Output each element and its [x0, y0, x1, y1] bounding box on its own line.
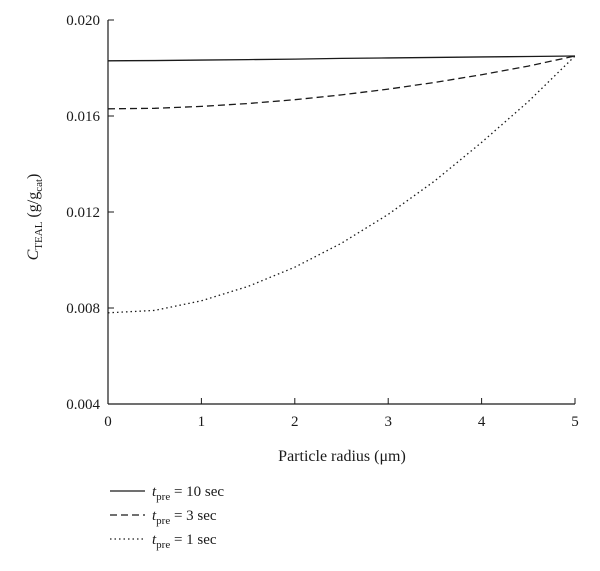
x-axis-label: Particle radius (μm) — [278, 448, 406, 465]
y-tick-label: 0.016 — [66, 109, 100, 125]
series-line-solid — [107, 55, 576, 62]
legend: tpre = 10 sec tpre = 3 sec tpre = 1 sec — [110, 484, 224, 551]
x-tick-label: 2 — [291, 414, 299, 430]
legend-item: tpre = 10 sec — [110, 484, 224, 503]
series-line-dashed — [107, 55, 576, 110]
legend-label: tpre = 10 sec — [152, 484, 224, 503]
x-tick-label: 0 — [104, 414, 112, 430]
series-layer — [107, 55, 576, 314]
y-axis-label: CTEAL (g/gcat) — [25, 174, 45, 261]
y-tick-label: 0.004 — [66, 397, 100, 413]
legend-label: tpre = 3 sec — [152, 508, 217, 527]
y-tick-label: 0.012 — [66, 205, 100, 221]
y-tick-label: 0.008 — [66, 301, 100, 317]
x-tick-label: 4 — [478, 414, 486, 430]
legend-item: tpre = 1 sec — [110, 532, 217, 551]
x-tick-label: 3 — [384, 414, 392, 430]
plot-background — [108, 20, 575, 404]
legend-label: tpre = 1 sec — [152, 532, 217, 551]
y-tick-label: 0.020 — [66, 13, 100, 29]
legend-item: tpre = 3 sec — [110, 508, 217, 527]
plot-area — [108, 20, 575, 404]
axes: 0 1 2 3 4 5 0.004 0.008 0.012 0.016 0.020 — [66, 13, 579, 430]
x-tick-label: 5 — [571, 414, 579, 430]
x-tick-label: 1 — [198, 414, 206, 430]
